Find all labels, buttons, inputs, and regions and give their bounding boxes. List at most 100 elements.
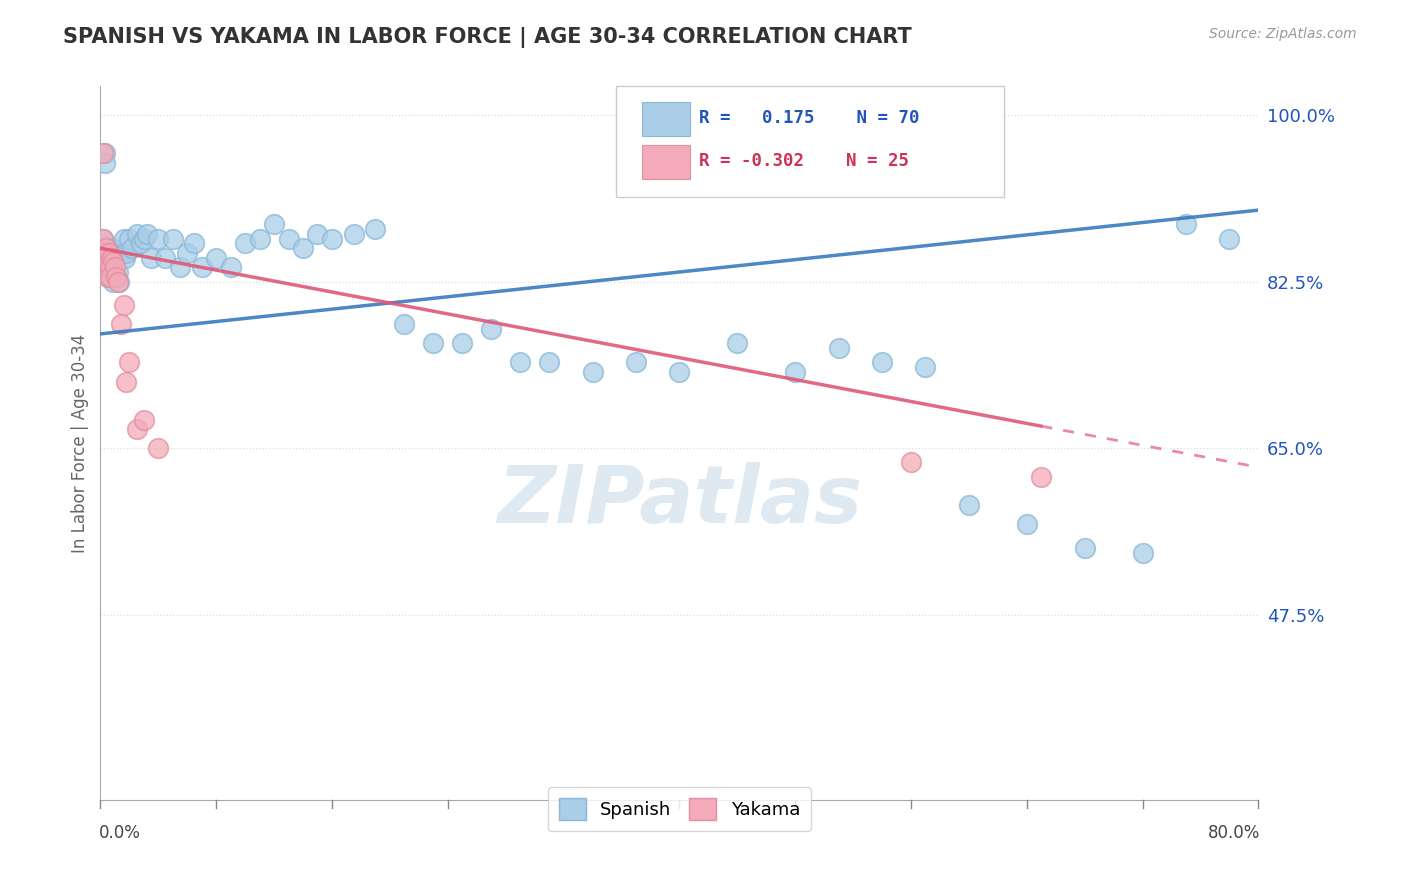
Point <box>100 260 122 275</box>
Point <box>1218 232 1240 246</box>
Point <box>94 260 117 275</box>
Point <box>91 241 114 255</box>
Text: Source: ZipAtlas.com: Source: ZipAtlas.com <box>1209 27 1357 41</box>
Point <box>108 275 131 289</box>
Point <box>343 227 366 241</box>
Point <box>98 255 121 269</box>
Point <box>277 232 299 246</box>
Point <box>115 375 138 389</box>
Point <box>97 260 120 275</box>
Point <box>101 251 124 265</box>
Point <box>107 275 129 289</box>
Point <box>93 155 115 169</box>
Point <box>219 260 242 275</box>
Point <box>111 246 134 260</box>
Point <box>91 232 114 246</box>
Point <box>104 269 127 284</box>
Point <box>104 246 127 260</box>
Point <box>725 336 748 351</box>
Point <box>93 246 115 260</box>
FancyBboxPatch shape <box>616 87 1004 197</box>
Y-axis label: In Labor Force | Age 30-34: In Labor Force | Age 30-34 <box>72 334 89 553</box>
Point <box>115 246 138 260</box>
Text: ZIPatlas: ZIPatlas <box>496 461 862 540</box>
Point <box>112 232 135 246</box>
Point <box>422 336 444 351</box>
Point <box>914 360 936 375</box>
Point <box>581 365 603 379</box>
Point <box>1031 469 1053 483</box>
Point <box>1175 218 1198 232</box>
Legend: Spanish, Yakama: Spanish, Yakama <box>548 787 811 830</box>
Point <box>176 246 198 260</box>
Point <box>105 269 128 284</box>
Point <box>205 251 228 265</box>
Point <box>148 441 170 455</box>
Point <box>90 246 112 260</box>
Point <box>125 422 148 436</box>
Point <box>129 236 152 251</box>
Point <box>100 260 122 275</box>
Text: R = -0.302    N = 25: R = -0.302 N = 25 <box>699 153 910 170</box>
Point <box>509 355 531 369</box>
Point <box>827 341 849 355</box>
Point <box>118 232 141 246</box>
Point <box>94 260 117 275</box>
Point <box>91 146 114 161</box>
Point <box>118 355 141 369</box>
FancyBboxPatch shape <box>643 145 690 179</box>
Point <box>110 318 132 332</box>
Point <box>114 251 136 265</box>
Point <box>394 318 416 332</box>
Point <box>624 355 647 369</box>
Point <box>105 269 128 284</box>
Point <box>103 255 125 269</box>
Point <box>900 455 922 469</box>
Point <box>100 269 122 284</box>
Text: SPANISH VS YAKAMA IN LABOR FORCE | AGE 30-34 CORRELATION CHART: SPANISH VS YAKAMA IN LABOR FORCE | AGE 3… <box>63 27 912 48</box>
Point <box>451 336 474 351</box>
Point <box>162 232 184 246</box>
Point <box>364 222 387 236</box>
Point <box>93 146 115 161</box>
Point <box>957 498 980 512</box>
Point <box>155 251 177 265</box>
Point <box>90 246 112 260</box>
Point <box>125 227 148 241</box>
Point <box>870 355 893 369</box>
Text: 0.0%: 0.0% <box>98 824 141 842</box>
Point <box>97 269 120 284</box>
Point <box>97 269 120 284</box>
Point <box>1073 541 1095 555</box>
Point <box>249 232 271 246</box>
Point <box>94 241 117 255</box>
Point <box>233 236 256 251</box>
Point <box>103 275 125 289</box>
Point <box>785 365 807 379</box>
Point <box>263 218 285 232</box>
Point <box>94 265 117 279</box>
Point <box>101 260 124 275</box>
Point <box>104 260 127 275</box>
Point <box>121 241 143 255</box>
Point <box>132 412 155 426</box>
Point <box>139 251 162 265</box>
Point <box>107 265 129 279</box>
Point <box>1132 546 1154 560</box>
Point <box>132 232 155 246</box>
Point <box>112 298 135 312</box>
Point <box>98 269 121 284</box>
Point <box>169 260 191 275</box>
Point <box>307 227 329 241</box>
Point <box>479 322 502 336</box>
FancyBboxPatch shape <box>643 102 690 136</box>
Text: 80.0%: 80.0% <box>1208 824 1260 842</box>
Point <box>668 365 690 379</box>
Point <box>148 232 170 246</box>
Point <box>183 236 205 251</box>
Point <box>1015 517 1038 532</box>
Point <box>292 241 315 255</box>
Point <box>97 255 120 269</box>
Point <box>98 246 121 260</box>
Point <box>538 355 561 369</box>
